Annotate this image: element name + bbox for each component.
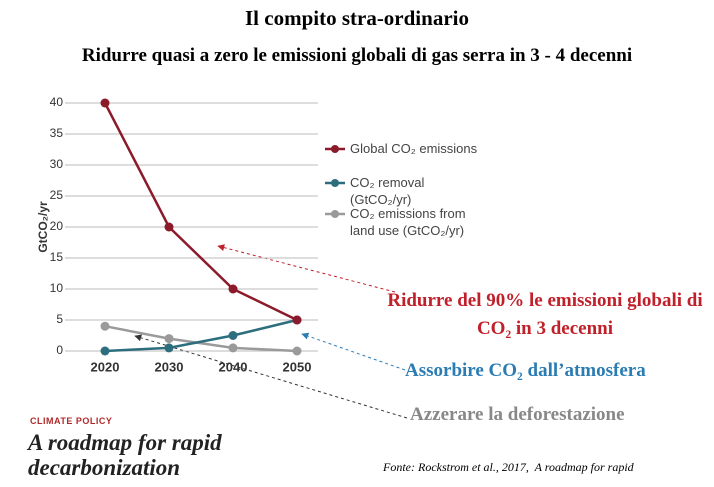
point	[164, 343, 174, 353]
annotation: Assorbire CO₂ dall’atmosfera	[405, 360, 646, 381]
point	[292, 346, 302, 356]
point	[100, 321, 110, 331]
legend-label: CO₂ removal (GtCO₂/yr)	[350, 175, 425, 207]
annotation: Azzerare la deforestazione	[410, 404, 625, 425]
y-tick-label: 40	[50, 95, 64, 109]
subtitle: Ridurre quasi a zero le emissioni global…	[81, 45, 633, 66]
x-tick-label: 2020	[91, 359, 120, 374]
y-tick-label: 20	[50, 219, 64, 233]
arrow	[301, 332, 406, 371]
y-tick-label: 25	[50, 188, 64, 202]
x-tick-label: 2050	[283, 359, 312, 374]
arrow	[134, 334, 408, 419]
legend-swatch	[331, 210, 339, 218]
title: Il compito stra-ordinario	[245, 6, 469, 30]
series-line	[104, 318, 298, 353]
series-line	[103, 102, 298, 322]
x-tick-label: 2030	[155, 359, 184, 374]
y-tick-label: 5	[56, 312, 63, 326]
point	[228, 284, 238, 294]
y-tick-label: 15	[50, 250, 64, 264]
y-tick-label: 35	[50, 126, 64, 140]
point	[228, 343, 238, 353]
point	[164, 334, 174, 344]
point	[100, 98, 110, 108]
headline: A roadmap for rapid decarbonization	[28, 430, 222, 480]
y-axis-label: GtCO₂/yr	[36, 201, 50, 253]
kicker: CLIMATE POLICY	[30, 416, 113, 426]
source: Fonte: Rockstrom et al., 2017, A roadmap…	[383, 460, 634, 474]
annotation: Ridurre del 90% le emissioni globali di …	[387, 290, 703, 339]
y-tick-label: 30	[50, 157, 64, 171]
series-line	[104, 324, 298, 353]
point	[292, 315, 302, 325]
x-tick-label: 2040	[219, 359, 248, 374]
point	[228, 331, 238, 340]
point	[100, 346, 110, 356]
legend-label: Global CO₂ emissions	[350, 141, 478, 156]
legend-label: CO₂ emissions from land use (GtCO₂/yr)	[350, 206, 466, 238]
arrow	[217, 244, 396, 293]
legend-swatch	[331, 145, 339, 153]
legend-swatch	[331, 179, 339, 187]
y-tick-label: 10	[50, 281, 64, 295]
y-tick-label: 0	[56, 343, 63, 357]
point	[164, 222, 174, 232]
